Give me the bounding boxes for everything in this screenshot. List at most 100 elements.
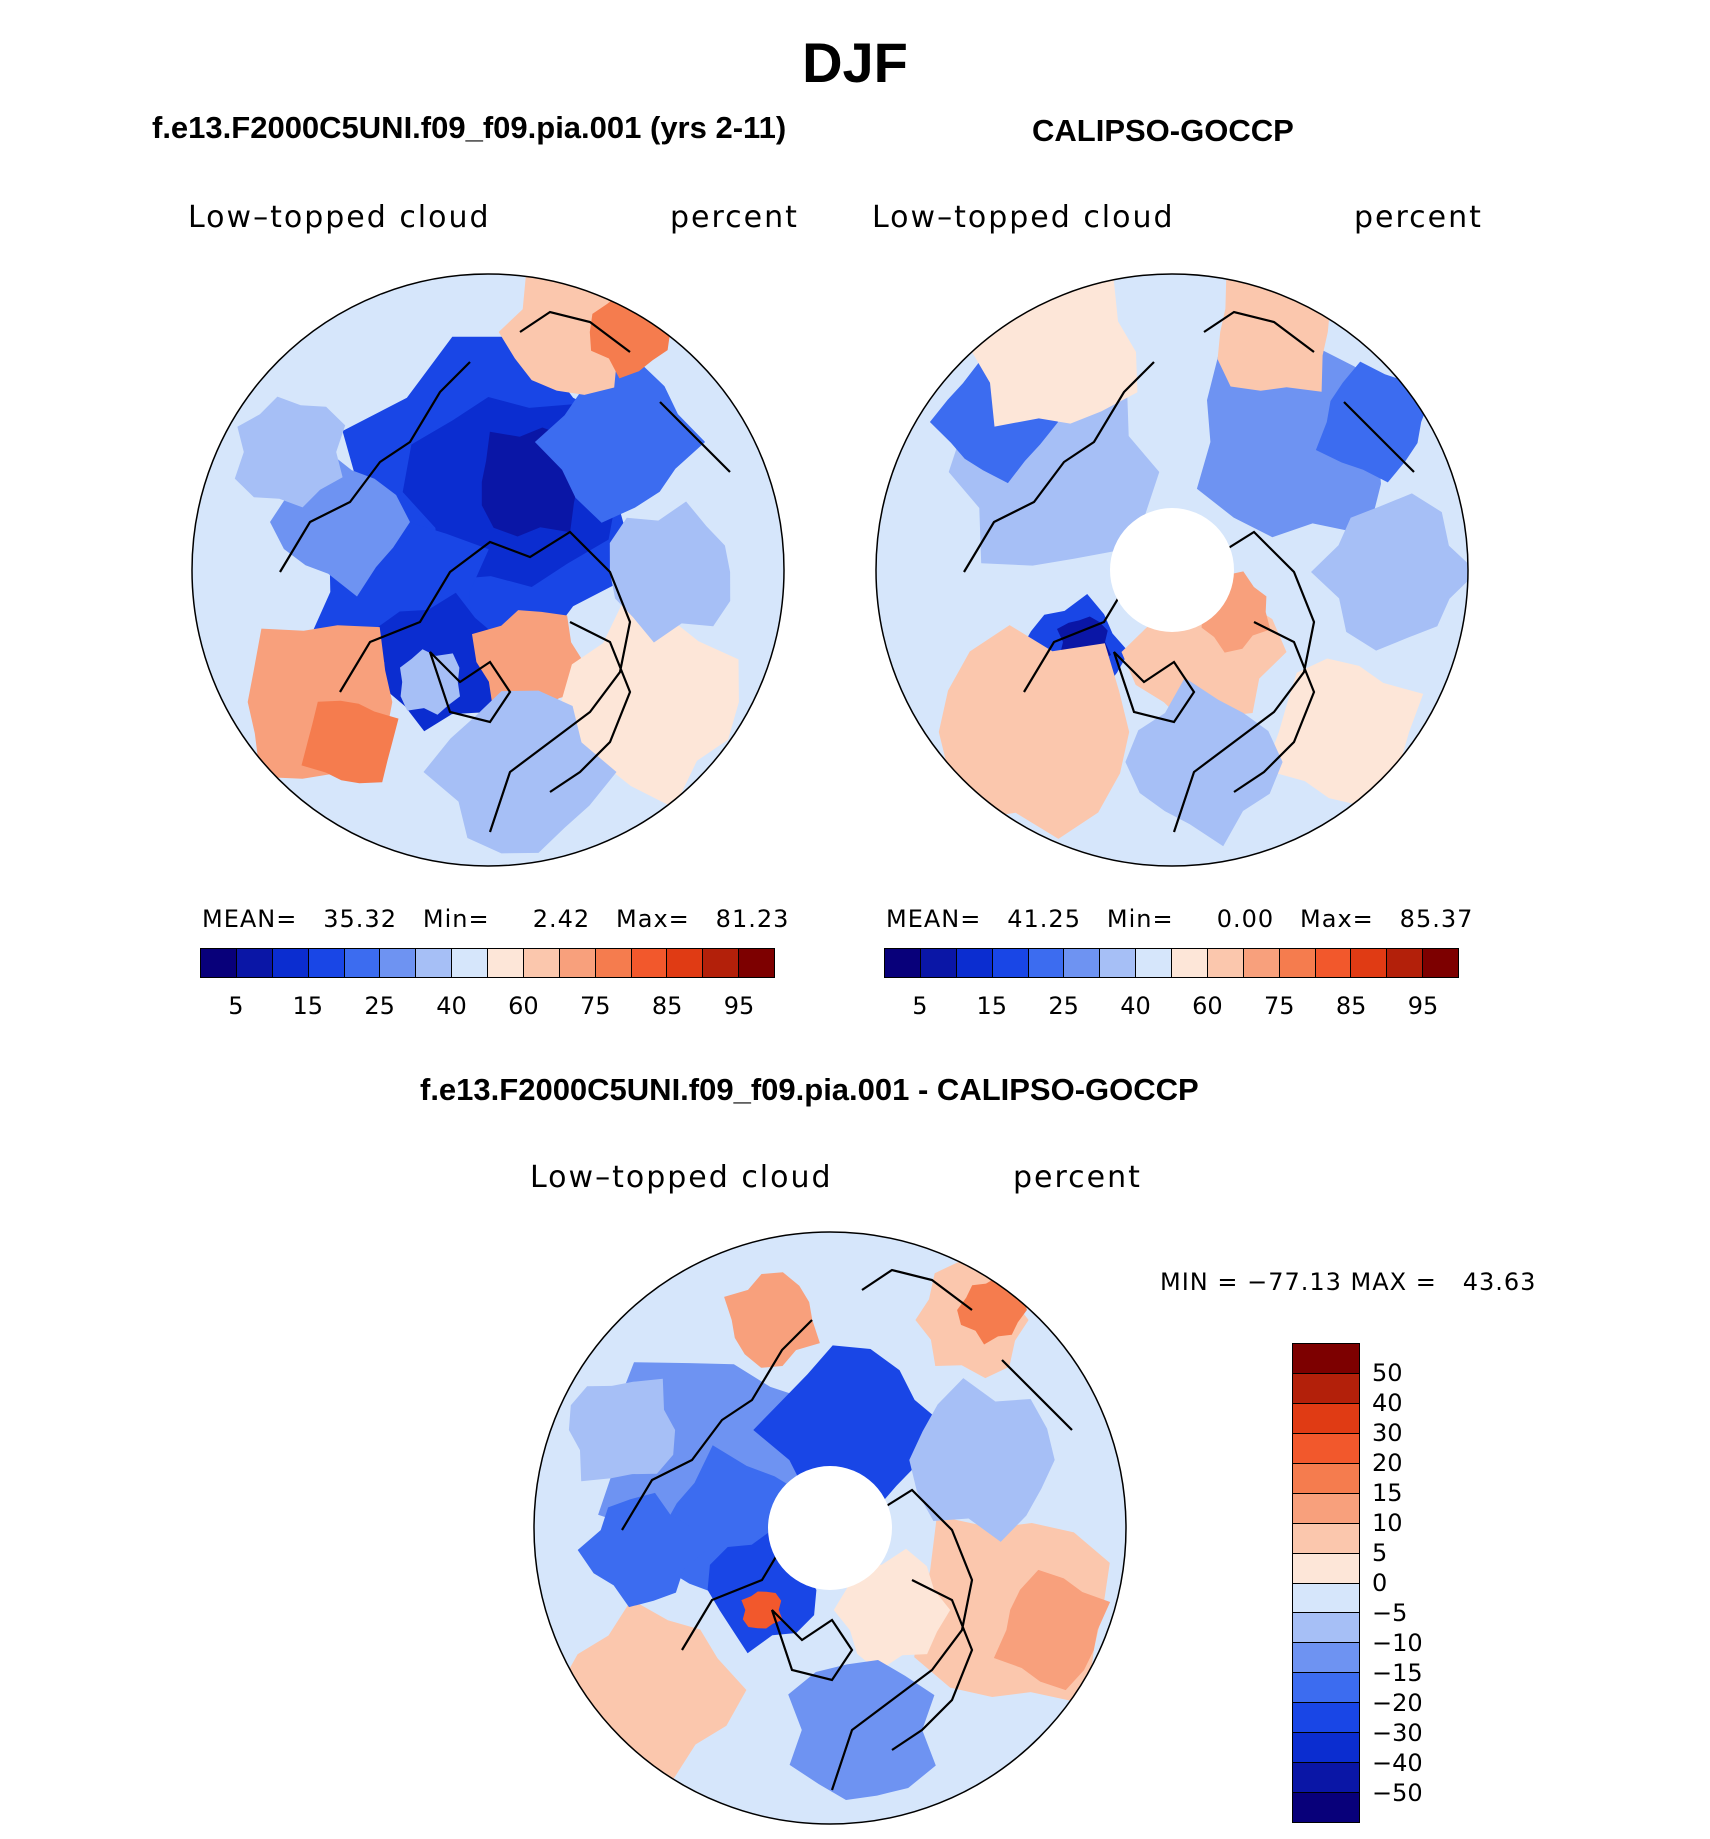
- colorbar-swatch: [1293, 1763, 1359, 1794]
- panel2-max-value: 85.37: [1399, 905, 1474, 933]
- field-region: [301, 700, 399, 784]
- colorbar-swatch: [1423, 949, 1458, 977]
- colorbar-swatch: [344, 949, 381, 977]
- field-region: [1315, 361, 1433, 483]
- colorbar-swatch: [1172, 949, 1208, 977]
- colorbar-tick-label: −20: [1372, 1689, 1423, 1717]
- coastline: [621, 1268, 1073, 1531]
- panel3-colorbar: [1292, 1343, 1360, 1823]
- colorbar-tick-label: −50: [1372, 1779, 1423, 1807]
- colorbar-swatch: [739, 949, 774, 977]
- coastline: [963, 310, 1415, 573]
- colorbar-tick-label: 75: [580, 992, 611, 1020]
- coastline: [681, 1488, 974, 1791]
- panel1-min-value: 2.42: [532, 905, 591, 933]
- colorbar-tick-label: 60: [1192, 992, 1223, 1020]
- colorbar-tick-label: 75: [1264, 992, 1295, 1020]
- field-region: [993, 1569, 1111, 1691]
- colorbar-tick-label: 5: [228, 992, 244, 1020]
- map-field: [192, 274, 784, 866]
- panel1-polar-map: [191, 273, 785, 867]
- colorbar-tick-label: 15: [1372, 1479, 1403, 1507]
- colorbar-swatch: [1064, 949, 1101, 977]
- colorbar-tick-label: 60: [508, 992, 539, 1020]
- colorbar-tick-label: 0: [1372, 1569, 1388, 1597]
- colorbar-swatch: [523, 949, 560, 977]
- colorbar-tick-label: 15: [292, 992, 324, 1020]
- field-region: [938, 625, 1130, 839]
- colorbar-swatch: [201, 949, 237, 977]
- field-region: [1217, 274, 1331, 392]
- panel1-mean-value: 35.32: [323, 905, 397, 933]
- field-region: [753, 1345, 951, 1515]
- colorbar-tick-label: 15: [976, 992, 1008, 1020]
- colorbar-swatch: [1293, 1643, 1359, 1674]
- polar-data-gap: [1110, 508, 1234, 632]
- colorbar-swatch: [1293, 1433, 1359, 1464]
- colorbar-swatch: [595, 949, 632, 977]
- map-field: [534, 1232, 1126, 1824]
- colorbar-swatch: [1315, 949, 1352, 977]
- colorbar-swatch: [452, 949, 488, 977]
- panel1-max-value: 81.23: [715, 905, 790, 933]
- map-border: [875, 273, 1469, 867]
- colorbar-swatch: [308, 949, 345, 977]
- field-region: [1264, 658, 1424, 806]
- colorbar-swatch: [1351, 949, 1388, 977]
- colorbar-tick-label: 40: [1372, 1389, 1403, 1417]
- colorbar-tick-label: −5: [1372, 1599, 1408, 1627]
- colorbar-tick-label: 30: [1372, 1419, 1403, 1447]
- panel2-min-label: Min=: [1106, 905, 1174, 933]
- panel1-subtitle: f.e13.F2000C5UNI.f09_f09.pia.001 (yrs 2-…: [152, 110, 787, 145]
- map-border: [533, 1231, 1127, 1825]
- colorbar-tick-label: 5: [912, 992, 928, 1020]
- colorbar-tick-label: −30: [1372, 1719, 1423, 1747]
- field-region: [561, 596, 739, 808]
- colorbar-swatch: [1293, 1373, 1359, 1404]
- panel3-subtitle: f.e13.F2000C5UNI.f09_f09.pia.001 - CALIP…: [420, 1072, 1199, 1107]
- colorbar-tick-label: 85: [1335, 992, 1367, 1020]
- colorbar-swatch: [1293, 1523, 1359, 1554]
- field-region: [970, 277, 1138, 427]
- colorbar-swatch: [1387, 949, 1424, 977]
- colorbar-swatch: [1136, 949, 1172, 977]
- panel1-variable-label: Low–topped cloud: [188, 200, 491, 235]
- map-border: [191, 273, 785, 867]
- colorbar-tick-label: 95: [1407, 992, 1439, 1020]
- field-region: [234, 396, 346, 508]
- colorbar-tick-label: −10: [1372, 1629, 1423, 1657]
- colorbar-swatch: [559, 949, 596, 977]
- panel1-colorbar: [200, 948, 775, 978]
- colorbar-swatch: [272, 949, 309, 977]
- field-region: [568, 1378, 676, 1482]
- panel2-units-label: percent: [1354, 200, 1483, 235]
- coastline: [279, 310, 731, 573]
- polar-data-gap: [768, 1466, 892, 1590]
- field-region: [577, 1492, 707, 1608]
- colorbar-swatch: [1243, 949, 1280, 977]
- panel2-stats: MEAN= 41.25 Min= 0.00 Max= 85.37: [886, 905, 1473, 933]
- colorbar-swatch: [703, 949, 740, 977]
- colorbar-swatch: [1293, 1673, 1359, 1704]
- panel2-variable-label: Low–topped cloud: [872, 200, 1175, 235]
- colorbar-swatch: [956, 949, 993, 977]
- field-region: [741, 1591, 783, 1629]
- colorbar-swatch: [1207, 949, 1244, 977]
- panel1-min-label: Min=: [422, 905, 490, 933]
- panel2-polar-map: [875, 273, 1469, 867]
- colorbar-tick-label: 95: [723, 992, 755, 1020]
- colorbar-tick-label: 85: [651, 992, 683, 1020]
- colorbar-swatch: [488, 949, 524, 977]
- colorbar-swatch: [992, 949, 1029, 977]
- colorbar-tick-label: 25: [1048, 992, 1079, 1020]
- coastline: [1023, 530, 1316, 833]
- panel2-colorbar: [884, 948, 1459, 978]
- panel2-mean-value: 41.25: [1007, 905, 1081, 933]
- colorbar-swatch: [236, 949, 273, 977]
- panel1-stats: MEAN= 35.32 Min= 2.42 Max= 81.23: [202, 905, 789, 933]
- colorbar-tick-label: −40: [1372, 1749, 1423, 1777]
- panel3-units-label: percent: [1013, 1160, 1142, 1195]
- field-region: [423, 690, 617, 854]
- panel1-mean-label: MEAN=: [202, 905, 298, 933]
- field-region: [609, 501, 731, 643]
